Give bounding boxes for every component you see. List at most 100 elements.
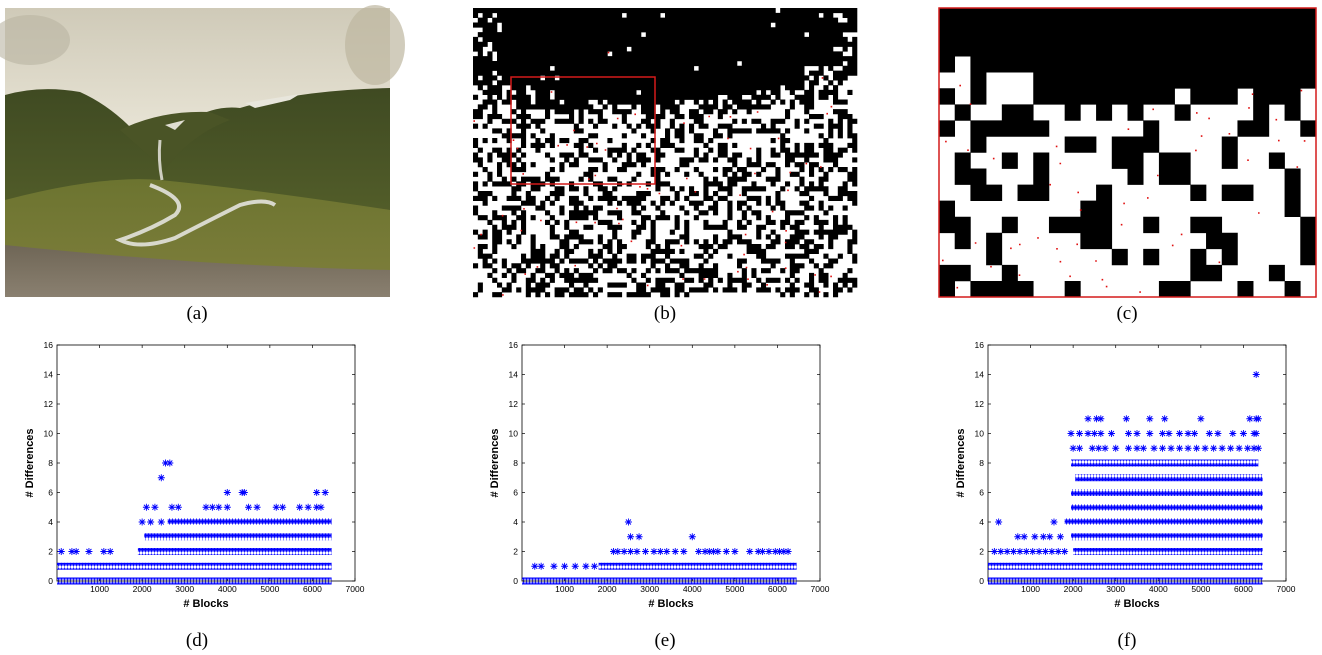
caption: (b) [654,303,676,324]
y-axis-label: # Differences [24,428,36,497]
x-tick-label: 7000 [811,584,830,594]
y-tick-label: 10 [975,429,985,439]
point [279,503,287,511]
y-tick-label: 0 [48,576,53,586]
point [100,548,108,555]
point [1048,548,1056,555]
y-tick-label: 16 [44,340,54,350]
point [1031,533,1039,541]
y-tick-label: 14 [44,370,54,380]
point [1101,444,1109,452]
y-tick-label: 6 [513,488,518,498]
y-tick-label: 10 [44,429,54,439]
point [746,548,754,555]
point [1093,415,1101,423]
y-tick-label: 16 [975,340,985,350]
point [590,562,598,570]
point [1227,444,1235,452]
point [1161,415,1169,423]
point [671,548,679,555]
point [561,562,569,570]
point [1254,415,1262,423]
point [650,548,658,555]
point [1039,533,1047,541]
y-tick-label: 6 [48,488,53,498]
black-blocks [473,8,858,298]
point-run [144,533,332,541]
point [620,548,628,555]
point [1112,444,1120,452]
point [759,548,767,555]
point [1122,415,1130,423]
plot-area [521,344,821,582]
point [633,548,641,555]
y-tick-label: 16 [509,340,519,350]
x-tick-label: 2000 [133,584,152,594]
point [1190,430,1198,437]
point [1124,444,1132,452]
x-tick-label: 3000 [175,584,194,594]
point [1239,430,1247,437]
point [1244,444,1252,452]
y-tick-label: 0 [513,576,518,586]
point [705,548,713,555]
point [1029,548,1037,555]
point-run [1071,533,1263,541]
point [1097,430,1105,437]
caption: (e) [654,630,675,651]
point [1210,444,1218,452]
point [1035,548,1043,555]
point [208,503,216,511]
point-run [988,577,1263,585]
y-tick-label: 4 [513,517,518,527]
x-axis-label: # Blocks [183,598,228,610]
point [624,518,632,526]
y-tick-label: 4 [48,517,53,527]
point [1184,430,1192,437]
point [784,548,792,555]
x-axis-label: # Blocks [648,598,693,610]
y-tick-label: 6 [979,488,984,498]
point-run [57,577,332,585]
y-tick-label: 8 [979,458,984,468]
point [1050,518,1058,526]
point [240,489,248,496]
x-tick-label: 1000 [555,584,574,594]
binary-map [473,8,858,298]
point [321,489,329,496]
caption: (d) [186,630,208,651]
x-tick-label: 3000 [640,584,659,594]
point [680,548,688,555]
zoom-box [510,76,656,185]
point [1214,430,1222,437]
point [157,474,165,482]
point [610,548,618,555]
point [1150,444,1158,452]
point [780,548,788,555]
point [627,548,635,555]
point [223,489,231,496]
point [1201,444,1209,452]
point [776,548,784,555]
point [582,562,590,570]
point [1133,430,1141,437]
point [1146,430,1154,437]
x-tick-label: 6000 [768,584,787,594]
point [656,548,664,555]
point [635,533,643,541]
point [157,518,165,526]
x-tick-label: 1000 [90,584,109,594]
point [1107,430,1115,437]
x-tick-label: 2000 [1064,584,1083,594]
x-tick-label: 7000 [346,584,365,594]
point [1176,444,1184,452]
point [1159,444,1167,452]
point [1095,444,1103,452]
y-tick-label: 14 [975,370,985,380]
point [1205,430,1213,437]
point [317,503,325,511]
point [1003,548,1011,555]
y-tick-label: 2 [513,547,518,557]
point [202,503,210,511]
point [253,503,261,511]
